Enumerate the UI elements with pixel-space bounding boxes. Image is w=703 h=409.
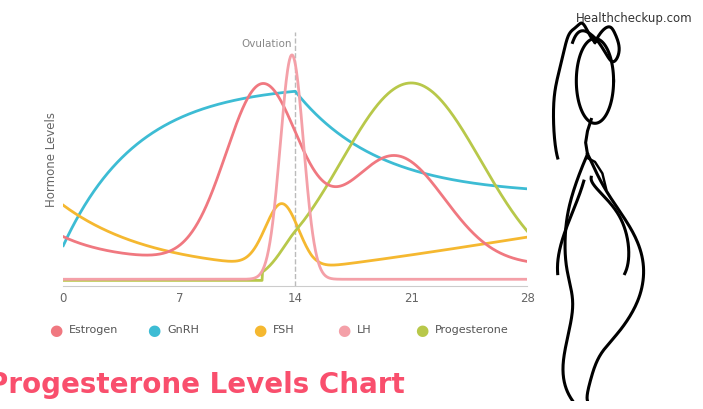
- Text: FSH: FSH: [273, 324, 295, 334]
- Text: Progesterone: Progesterone: [434, 324, 508, 334]
- Text: Estrogen: Estrogen: [69, 324, 118, 334]
- Text: Healthcheckup.com: Healthcheckup.com: [576, 12, 692, 25]
- Text: ●: ●: [148, 322, 161, 337]
- Text: GnRH: GnRH: [167, 324, 199, 334]
- Text: ●: ●: [415, 322, 428, 337]
- Text: LH: LH: [357, 324, 372, 334]
- Text: ●: ●: [253, 322, 266, 337]
- Y-axis label: Hormone Levels: Hormone Levels: [45, 112, 58, 207]
- Text: ●: ●: [49, 322, 63, 337]
- Text: Ovulation: Ovulation: [241, 39, 292, 49]
- Text: ●: ●: [337, 322, 351, 337]
- Text: Progesterone Levels Chart: Progesterone Levels Chart: [0, 371, 405, 398]
